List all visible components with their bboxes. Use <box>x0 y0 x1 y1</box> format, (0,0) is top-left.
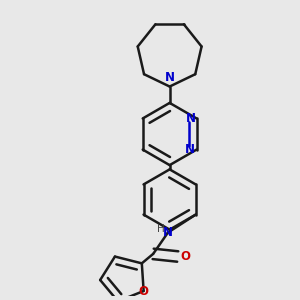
Text: N: N <box>163 226 173 239</box>
Text: N: N <box>186 112 196 125</box>
Text: O: O <box>139 284 148 298</box>
Text: H: H <box>157 224 165 234</box>
Text: N: N <box>165 71 175 84</box>
Text: N: N <box>185 143 195 156</box>
Text: O: O <box>180 250 190 263</box>
